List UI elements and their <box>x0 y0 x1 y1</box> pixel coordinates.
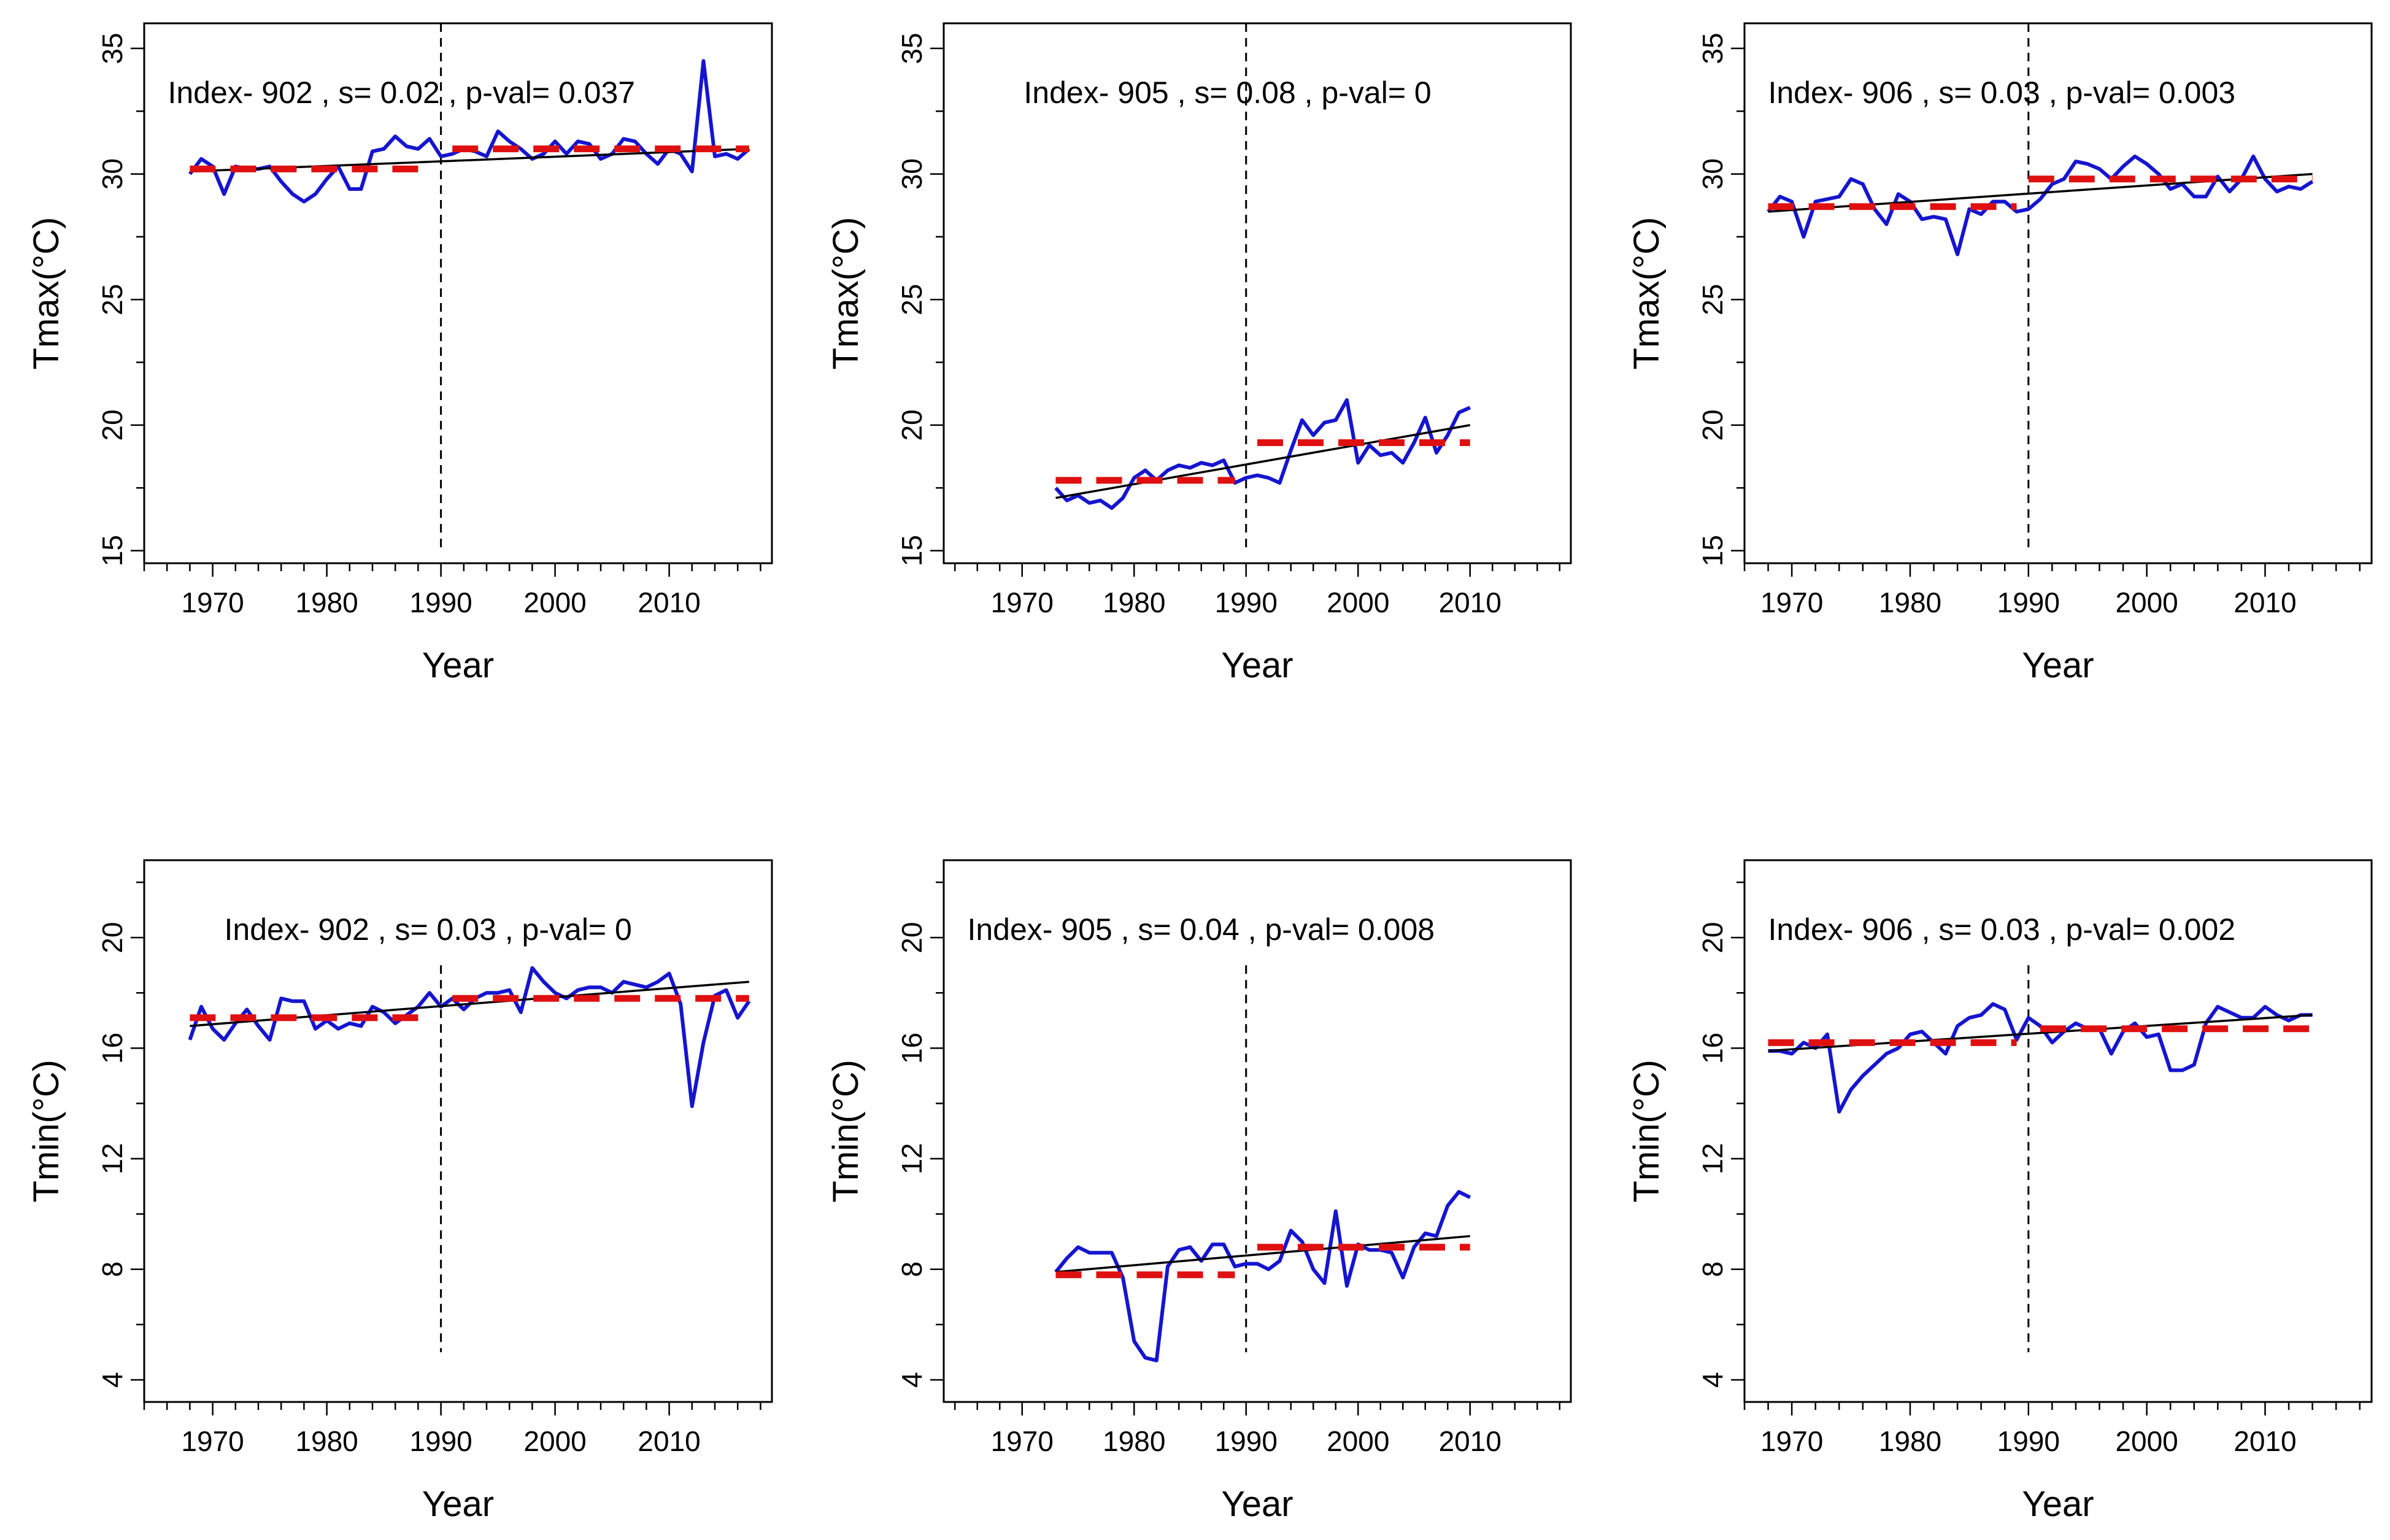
x-tick-label: 1980 <box>295 587 358 618</box>
y-axis-title: Tmax(°C) <box>1627 217 1667 370</box>
y-tick-label: 20 <box>96 409 128 441</box>
trend-line <box>1055 424 1471 499</box>
x-tick-label: 1990 <box>1997 1425 2060 1457</box>
y-axis-title: Tmin(°C) <box>1627 1060 1667 1203</box>
annotation-text: Index- 905 , s= 0.04 , p-val= 0.008 <box>967 912 1435 947</box>
chart-panel-3: 1970 1980 1990 2000 2010 15 20 25 30 35 Year Tmax(°… <box>1627 22 2373 685</box>
x-axis-title: Year <box>1221 1484 1293 1524</box>
y-tick-label: 15 <box>1697 535 1729 566</box>
x-axis-title: Year <box>422 1484 494 1524</box>
x-tick-label: 2010 <box>2234 587 2296 618</box>
y-axis-title: Tmax(°C) <box>26 217 66 370</box>
y-tick-label: 25 <box>896 284 928 315</box>
observed-series-line <box>1767 154 2314 256</box>
y-tick-label: 15 <box>896 535 928 566</box>
y-tick-label: 20 <box>1697 409 1729 441</box>
y-tick-label: 8 <box>1697 1261 1729 1277</box>
observed-series-line <box>1054 398 1471 510</box>
y-tick-label: 30 <box>1697 158 1729 190</box>
x-tick-label: 1980 <box>1103 1425 1165 1457</box>
y-tick-label: 30 <box>96 158 128 190</box>
y-tick-label: 8 <box>896 1261 928 1277</box>
y-tick-label: 4 <box>1697 1372 1729 1388</box>
plot-frame <box>1743 859 2373 1403</box>
x-tick-label: 1990 <box>1215 1425 1278 1457</box>
x-tick-label: 1980 <box>1879 587 1941 618</box>
y-tick-label: 4 <box>96 1372 128 1388</box>
y-tick-label: 20 <box>96 922 128 953</box>
y-tick-label: 8 <box>96 1261 128 1277</box>
x-tick-label: 2010 <box>1439 1425 1501 1457</box>
y-tick-label: 12 <box>96 1143 128 1174</box>
x-tick-label: 1970 <box>181 1425 244 1457</box>
y-tick-label: 25 <box>1697 284 1729 315</box>
x-tick-label: 2010 <box>2234 1425 2296 1457</box>
chart-panel-4: 1970 1980 1990 2000 2010 4 8 12 16 20 Year Tmin(°C)… <box>26 859 773 1524</box>
plot-frame <box>1743 22 2373 564</box>
x-tick-label: 2000 <box>2115 587 2178 618</box>
x-tick-label: 1970 <box>1760 587 1823 618</box>
annotation-text: Index- 902 , s= 0.02 , p-val= 0.037 <box>168 75 635 110</box>
x-tick-label: 1980 <box>1879 1425 1941 1457</box>
y-tick-label: 35 <box>96 33 128 64</box>
trend-line <box>1055 1234 1470 1274</box>
x-axis-title: Year <box>422 645 494 685</box>
chart-panel-6: 1970 1980 1990 2000 2010 4 8 12 16 20 Year Tmin(°C)… <box>1627 859 2373 1524</box>
y-tick-label: 15 <box>96 535 128 566</box>
x-tick-label: 2000 <box>2115 1425 2178 1457</box>
x-tick-label: 1970 <box>991 587 1054 618</box>
annotation-text: Index- 905 , s= 0.08 , p-val= 0 <box>1023 75 1431 110</box>
plot-frame <box>143 859 773 1403</box>
y-axis-title: Tmax(°C) <box>826 217 866 370</box>
plot-frame <box>943 22 1572 564</box>
x-tick-label: 1990 <box>409 1425 472 1457</box>
y-tick-label: 12 <box>896 1143 928 1174</box>
annotation-text: Index- 902 , s= 0.03 , p-val= 0 <box>225 912 632 947</box>
x-tick-label: 2000 <box>523 1425 586 1457</box>
y-tick-label: 12 <box>1697 1143 1729 1174</box>
x-tick-label: 2000 <box>1327 1425 1389 1457</box>
annotation-text: Index- 906 , s= 0.03 , p-val= 0.002 <box>1768 912 2235 947</box>
plot-frame <box>943 859 1572 1403</box>
x-tick-label: 1980 <box>1103 587 1165 618</box>
x-tick-label: 2000 <box>1327 587 1389 618</box>
x-tick-label: 1970 <box>181 587 244 618</box>
observed-series-line <box>1054 1190 1471 1363</box>
x-tick-label: 2010 <box>638 1425 700 1457</box>
x-axis-title: Year <box>1221 645 1293 685</box>
y-tick-label: 4 <box>896 1372 928 1388</box>
y-tick-label: 16 <box>896 1033 928 1064</box>
chart-panel-5: 1970 1980 1990 2000 2010 4 8 12 16 20 Year Tmin(°C)… <box>826 859 1572 1524</box>
x-tick-label: 1990 <box>1997 587 2060 618</box>
x-tick-label: 2010 <box>1439 587 1501 618</box>
x-tick-label: 1990 <box>1215 587 1278 618</box>
y-axis-title: Tmin(°C) <box>26 1060 66 1203</box>
y-tick-label: 35 <box>896 33 928 64</box>
y-tick-label: 30 <box>896 158 928 190</box>
x-axis-title: Year <box>2022 645 2094 685</box>
plot-frame <box>143 22 773 564</box>
x-axis-title: Year <box>2022 1484 2094 1524</box>
x-tick-label: 1970 <box>1760 1425 1823 1457</box>
x-tick-label: 2000 <box>523 587 586 618</box>
x-tick-label: 1980 <box>295 1425 358 1457</box>
y-tick-label: 25 <box>96 284 128 315</box>
y-tick-label: 16 <box>96 1033 128 1064</box>
annotation-text: Index- 906 , s= 0.03 , p-val= 0.003 <box>1768 75 2235 110</box>
chart-panel-1: 1970 1980 1990 2000 2010 15 20 25 30 35 Year Tmax(°… <box>26 22 773 685</box>
chart-panel-2: 1970 1980 1990 2000 2010 15 20 25 30 35 Year Tmax(°… <box>826 22 1572 685</box>
y-tick-label: 20 <box>896 922 928 953</box>
y-tick-label: 20 <box>896 409 928 441</box>
x-tick-label: 1970 <box>991 1425 1054 1457</box>
y-tick-label: 16 <box>1697 1033 1729 1064</box>
y-tick-label: 35 <box>1697 33 1729 64</box>
y-tick-label: 20 <box>1697 922 1729 953</box>
x-tick-label: 2010 <box>638 587 700 618</box>
y-axis-title: Tmin(°C) <box>826 1060 866 1203</box>
x-tick-label: 1990 <box>409 587 472 618</box>
